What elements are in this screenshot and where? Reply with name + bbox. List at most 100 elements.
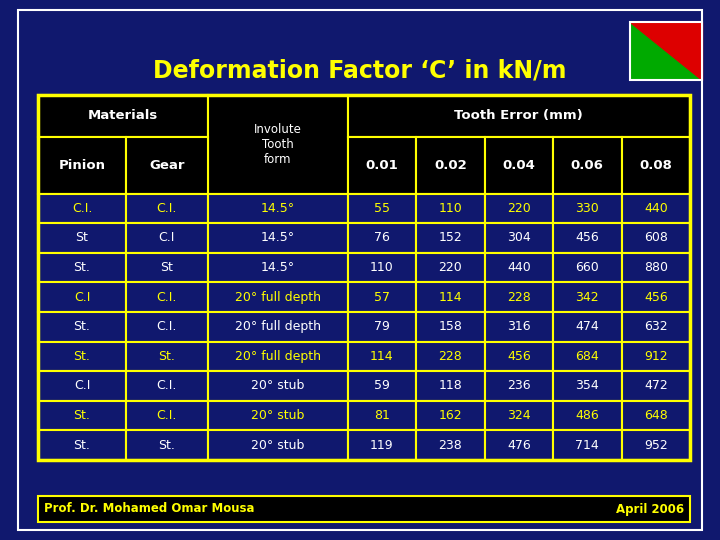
Text: 632: 632 <box>644 320 667 333</box>
Text: 456: 456 <box>507 350 531 363</box>
Bar <box>38 95 207 137</box>
Text: 79: 79 <box>374 320 390 333</box>
Text: 714: 714 <box>575 438 599 451</box>
Bar <box>485 223 553 253</box>
Text: C.I.: C.I. <box>156 320 177 333</box>
Text: 81: 81 <box>374 409 390 422</box>
Bar <box>416 342 485 371</box>
Bar <box>621 401 690 430</box>
Text: 880: 880 <box>644 261 667 274</box>
Bar <box>207 95 348 193</box>
Text: 316: 316 <box>507 320 531 333</box>
Text: 114: 114 <box>370 350 394 363</box>
Bar <box>38 342 126 371</box>
Bar <box>553 137 621 193</box>
Bar <box>621 312 690 342</box>
Bar <box>485 342 553 371</box>
Text: 57: 57 <box>374 291 390 303</box>
Text: 220: 220 <box>507 202 531 215</box>
Text: St.: St. <box>73 409 91 422</box>
Text: 114: 114 <box>438 291 462 303</box>
Text: 110: 110 <box>438 202 462 215</box>
Bar <box>416 193 485 223</box>
Text: St.: St. <box>158 438 175 451</box>
Text: 158: 158 <box>438 320 462 333</box>
Bar <box>126 223 207 253</box>
Text: Involute
Tooth
form: Involute Tooth form <box>253 123 302 166</box>
Bar <box>348 95 690 137</box>
Text: 476: 476 <box>507 438 531 451</box>
Text: St.: St. <box>73 438 91 451</box>
Bar <box>38 371 126 401</box>
Bar <box>207 223 348 253</box>
Bar <box>621 253 690 282</box>
Text: C.I: C.I <box>74 380 90 393</box>
Text: 20° full depth: 20° full depth <box>235 320 320 333</box>
Bar <box>126 430 207 460</box>
Bar <box>348 401 416 430</box>
Bar <box>348 430 416 460</box>
Bar <box>207 282 348 312</box>
Bar <box>348 282 416 312</box>
Text: Materials: Materials <box>88 110 158 123</box>
Bar <box>38 496 690 522</box>
Bar <box>348 193 416 223</box>
Text: 304: 304 <box>507 232 531 245</box>
Bar <box>126 282 207 312</box>
Bar <box>553 253 621 282</box>
Text: 236: 236 <box>507 380 531 393</box>
Bar <box>485 401 553 430</box>
Text: April 2006: April 2006 <box>616 503 684 516</box>
Bar <box>621 371 690 401</box>
Text: St.: St. <box>73 261 91 274</box>
Bar <box>348 342 416 371</box>
Text: 14.5°: 14.5° <box>261 261 294 274</box>
Text: 228: 228 <box>438 350 462 363</box>
Text: 0.04: 0.04 <box>503 159 535 172</box>
Text: 55: 55 <box>374 202 390 215</box>
Bar <box>553 193 621 223</box>
Text: 660: 660 <box>575 261 599 274</box>
Text: 20° full depth: 20° full depth <box>235 350 320 363</box>
Text: 59: 59 <box>374 380 390 393</box>
Bar <box>126 401 207 430</box>
Bar <box>621 193 690 223</box>
Text: C.I: C.I <box>158 232 175 245</box>
Bar <box>207 253 348 282</box>
Bar <box>416 282 485 312</box>
Bar <box>416 253 485 282</box>
Text: C.I.: C.I. <box>156 291 177 303</box>
Bar <box>553 371 621 401</box>
Bar <box>630 22 702 80</box>
Bar <box>485 193 553 223</box>
Bar <box>621 137 690 193</box>
Bar <box>38 430 126 460</box>
Bar <box>485 371 553 401</box>
Text: St.: St. <box>158 350 175 363</box>
Text: Gear: Gear <box>149 159 184 172</box>
Text: 342: 342 <box>575 291 599 303</box>
Bar <box>485 253 553 282</box>
Text: St: St <box>161 261 174 274</box>
Bar <box>38 282 126 312</box>
Text: 330: 330 <box>575 202 599 215</box>
Text: 162: 162 <box>438 409 462 422</box>
Bar <box>621 223 690 253</box>
Bar <box>485 137 553 193</box>
Bar <box>348 371 416 401</box>
Bar <box>621 282 690 312</box>
Text: 486: 486 <box>575 409 599 422</box>
Text: C.I.: C.I. <box>156 380 177 393</box>
Bar <box>38 95 690 460</box>
Bar <box>621 430 690 460</box>
Text: 238: 238 <box>438 438 462 451</box>
Bar <box>485 430 553 460</box>
Text: 440: 440 <box>507 261 531 274</box>
Text: 0.08: 0.08 <box>639 159 672 172</box>
Text: St: St <box>76 232 89 245</box>
Bar <box>416 312 485 342</box>
Bar <box>38 193 126 223</box>
Bar <box>348 223 416 253</box>
Text: 110: 110 <box>370 261 394 274</box>
Text: 14.5°: 14.5° <box>261 232 294 245</box>
